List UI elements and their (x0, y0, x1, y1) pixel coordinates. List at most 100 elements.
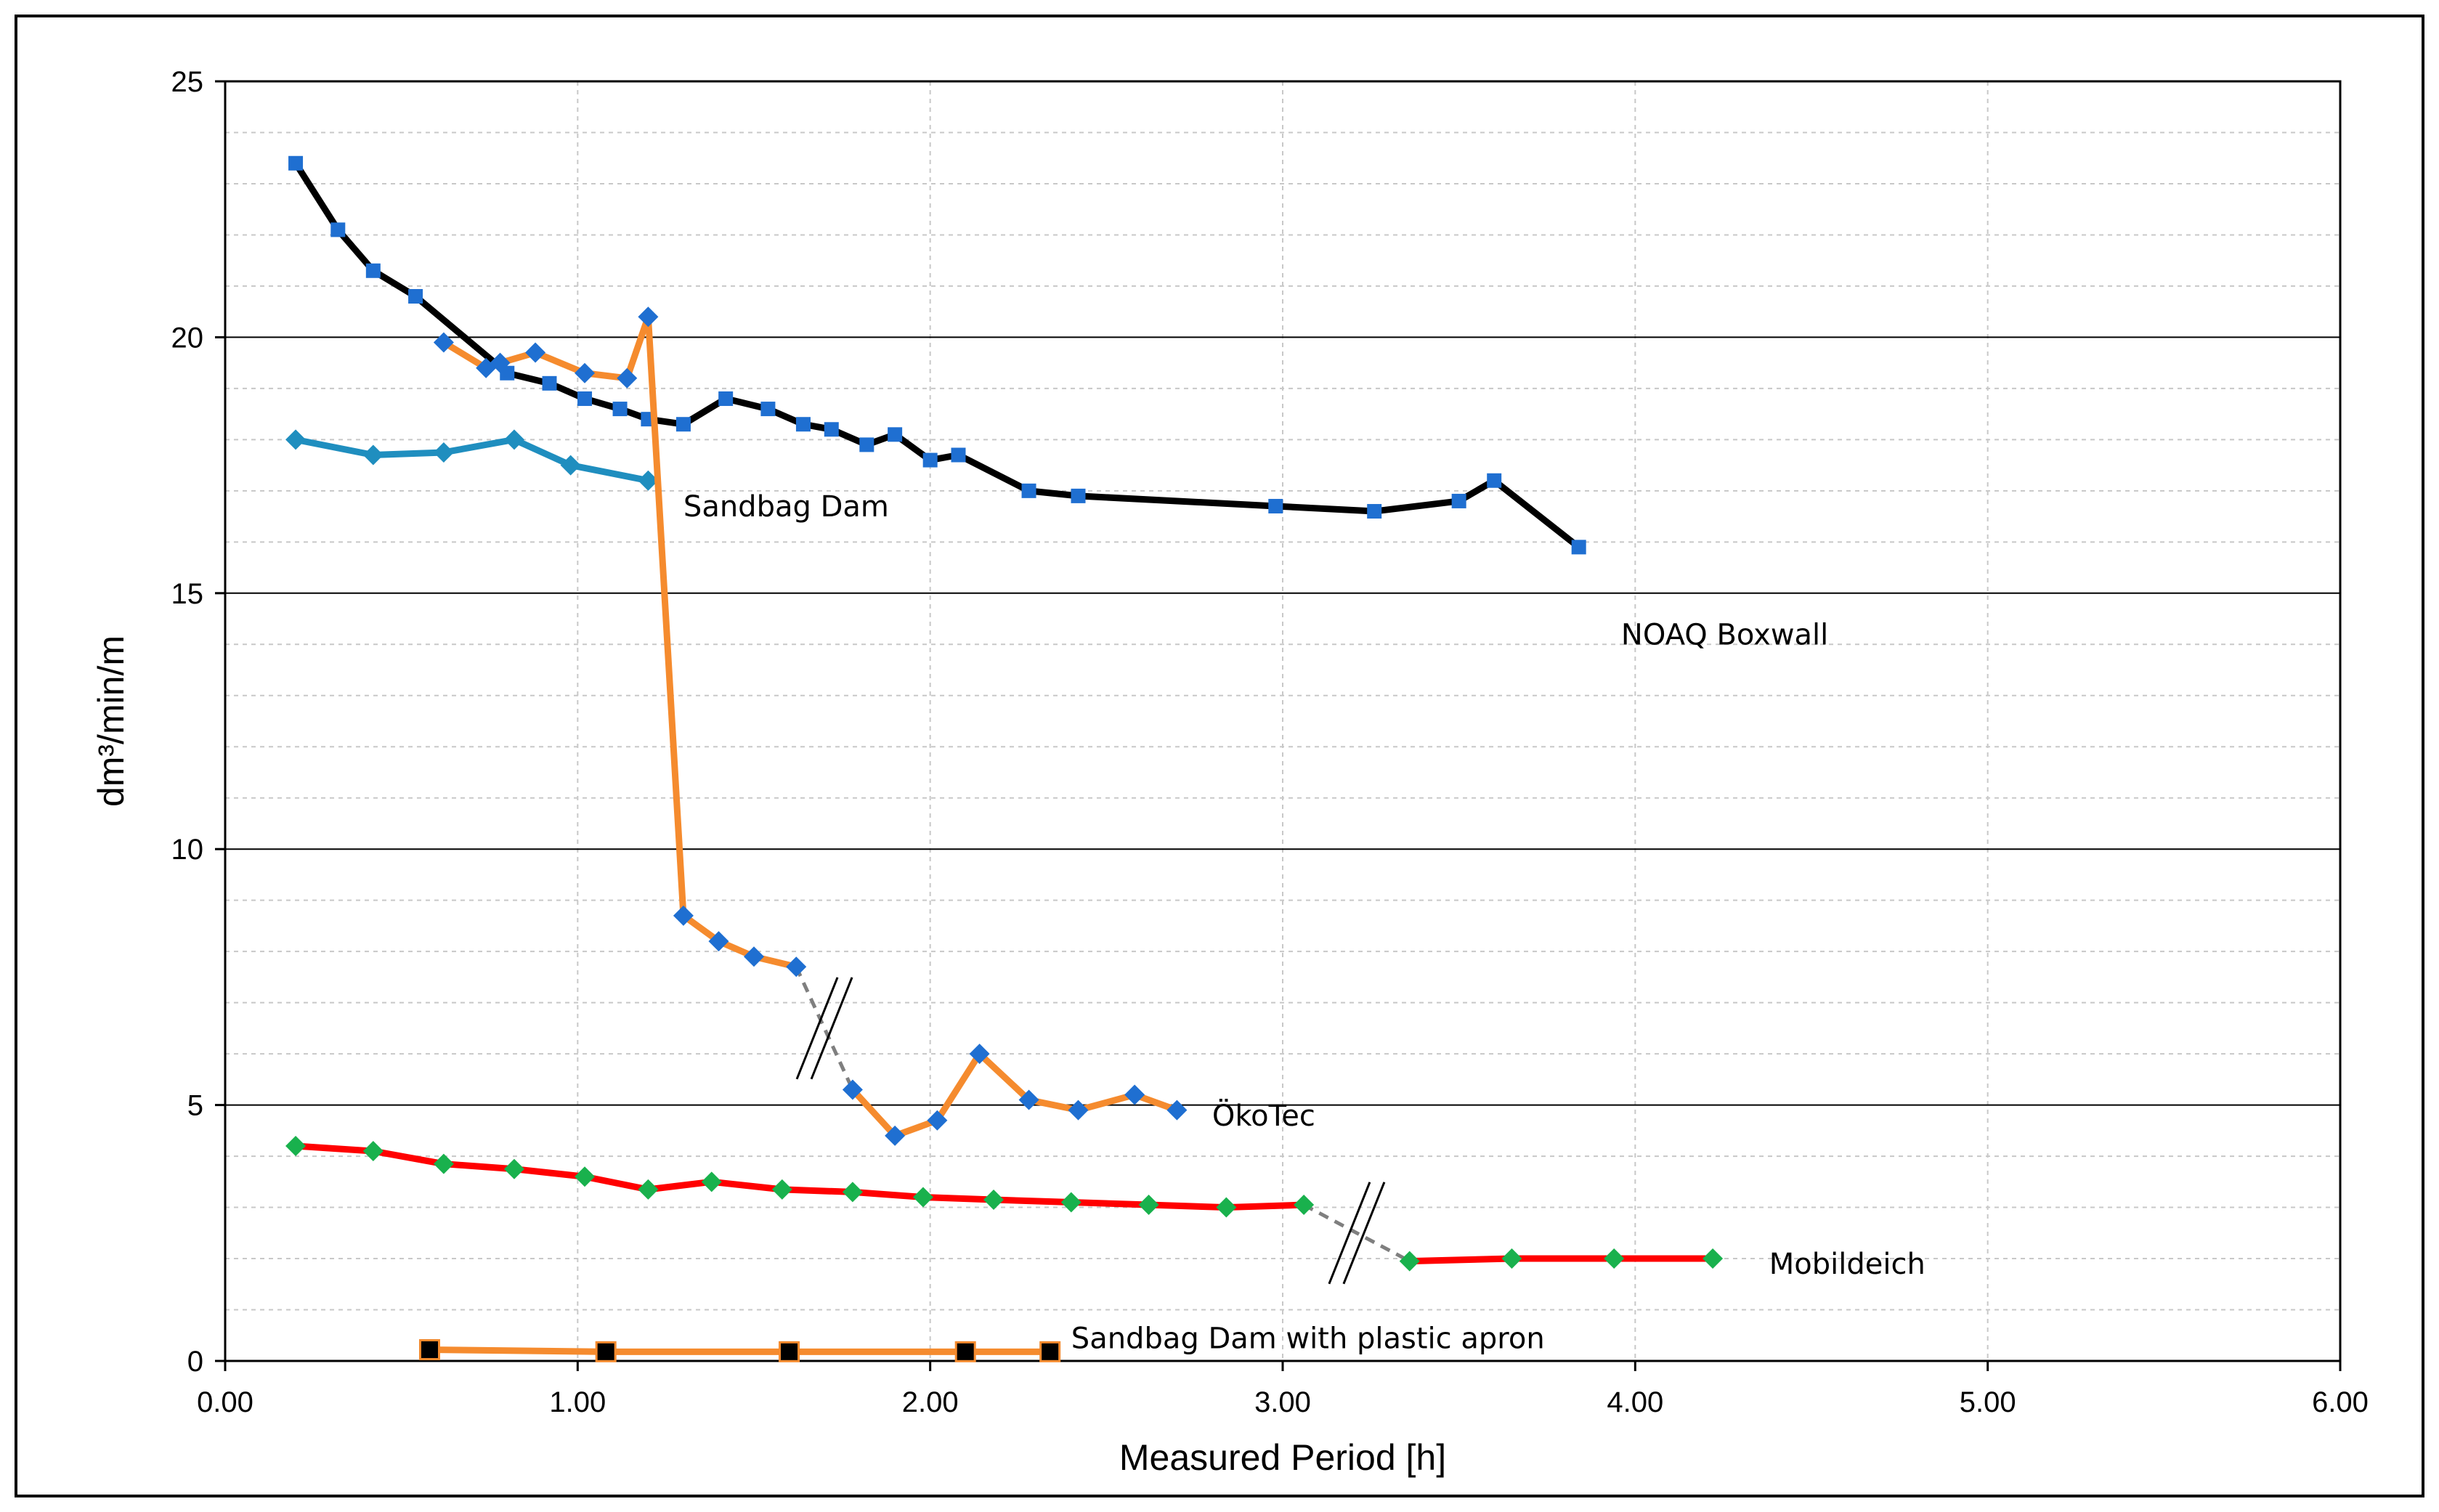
data-point (577, 391, 593, 406)
series--kotec (433, 306, 1188, 1146)
data-point (638, 470, 659, 491)
data-point (786, 956, 807, 977)
data-point (433, 332, 454, 353)
series-sandbag-dam (285, 429, 659, 491)
data-point (1604, 1248, 1625, 1269)
x-tick-label: 4.00 (1607, 1386, 1663, 1418)
data-point (612, 402, 628, 417)
data-point (575, 1166, 596, 1187)
chart-frame (15, 15, 2424, 1497)
data-point (1039, 1341, 1061, 1362)
data-point (1703, 1248, 1724, 1269)
data-point (1501, 1248, 1522, 1269)
data-point (362, 444, 383, 466)
data-point (1021, 483, 1036, 498)
data-point (842, 1182, 863, 1203)
series-line (292, 436, 652, 484)
series-label: ÖkoTec (1212, 1098, 1315, 1133)
series-label: NOAQ Boxwall (1621, 618, 1828, 651)
data-point (675, 417, 691, 432)
annotations: Sandbag Dam NOAQ Boxwall ÖkoTec Mobildeich S… (683, 490, 1925, 1355)
series (285, 155, 1724, 1362)
series-noaq-boxwall (288, 155, 1586, 555)
data-point (1487, 473, 1502, 488)
data-point (1166, 1100, 1188, 1121)
data-point (638, 1179, 659, 1200)
series-break-connector (1302, 1203, 1411, 1263)
series-mobildeich (285, 1135, 1724, 1285)
axis-break-mark (810, 977, 853, 1080)
series-label: Sandbag Dam with plastic apron (1071, 1322, 1545, 1355)
data-point (330, 222, 346, 237)
data-point (708, 931, 729, 952)
data-point (638, 306, 659, 328)
data-point (1071, 488, 1086, 503)
data-point (365, 263, 381, 278)
data-point (922, 452, 938, 468)
y-tick-label: 0 (187, 1346, 203, 1378)
data-point (525, 342, 546, 363)
x-tick-label: 1.00 (549, 1386, 606, 1418)
series-label: Sandbag Dam (683, 490, 889, 524)
data-point (1571, 540, 1586, 555)
data-point (760, 402, 776, 417)
data-point (824, 422, 839, 437)
data-point (983, 1189, 1005, 1210)
data-point (888, 427, 903, 442)
data-point (795, 417, 811, 432)
data-point (503, 429, 524, 450)
y-tick-label: 5 (187, 1090, 203, 1122)
data-point (1216, 1197, 1237, 1218)
data-point (503, 1158, 524, 1179)
data-point (433, 442, 454, 463)
axis-break-mark (1342, 1182, 1386, 1285)
data-point (408, 289, 423, 304)
data-point (673, 905, 694, 926)
series-label: Mobildeich (1769, 1248, 1925, 1281)
data-point (859, 437, 874, 452)
data-point (1367, 504, 1382, 519)
y-tick-label: 15 (171, 578, 204, 610)
y-tick-label: 20 (171, 322, 204, 354)
axis-break-mark (795, 977, 839, 1080)
data-point (779, 1341, 800, 1362)
data-point (771, 1179, 792, 1200)
data-point (951, 447, 966, 463)
axis-break-mark (1328, 1182, 1371, 1285)
data-point (1138, 1195, 1159, 1216)
data-point (1060, 1192, 1081, 1213)
data-point (954, 1341, 976, 1362)
series-sandbag-dam-with-plastic-apron (418, 1338, 1061, 1362)
axis-ticks: 0 5 10 15 20 25 0.00 1.00 2.00 3.00 4.00 5.00 6.00 (171, 66, 2369, 1418)
data-point (433, 1153, 454, 1174)
series-line (292, 160, 1583, 550)
data-point (744, 946, 764, 967)
x-tick-label: 3.00 (1254, 1386, 1311, 1418)
x-axis-title: Measured Period [h] (1119, 1437, 1446, 1478)
data-point (1124, 1084, 1145, 1105)
data-point (1018, 1089, 1039, 1110)
x-tick-label: 5.00 (1960, 1386, 2016, 1418)
data-point (575, 362, 596, 383)
series-line (292, 1142, 1307, 1211)
data-point (617, 367, 638, 389)
data-point (1294, 1195, 1315, 1216)
data-point (560, 455, 581, 476)
data-point (362, 1141, 383, 1162)
x-tick-label: 2.00 (902, 1386, 959, 1418)
data-point (1068, 1100, 1089, 1121)
y-tick-label: 10 (171, 834, 204, 866)
data-point (842, 1079, 863, 1100)
data-point (595, 1341, 617, 1362)
y-tick-label: 25 (171, 66, 204, 98)
data-point (927, 1110, 948, 1131)
x-tick-label: 0.00 (197, 1386, 253, 1418)
data-point (885, 1125, 906, 1146)
data-point (701, 1171, 722, 1192)
data-point (285, 429, 307, 450)
data-point (288, 155, 304, 171)
data-point (490, 352, 511, 373)
data-point (285, 1135, 307, 1156)
data-point (718, 391, 734, 406)
